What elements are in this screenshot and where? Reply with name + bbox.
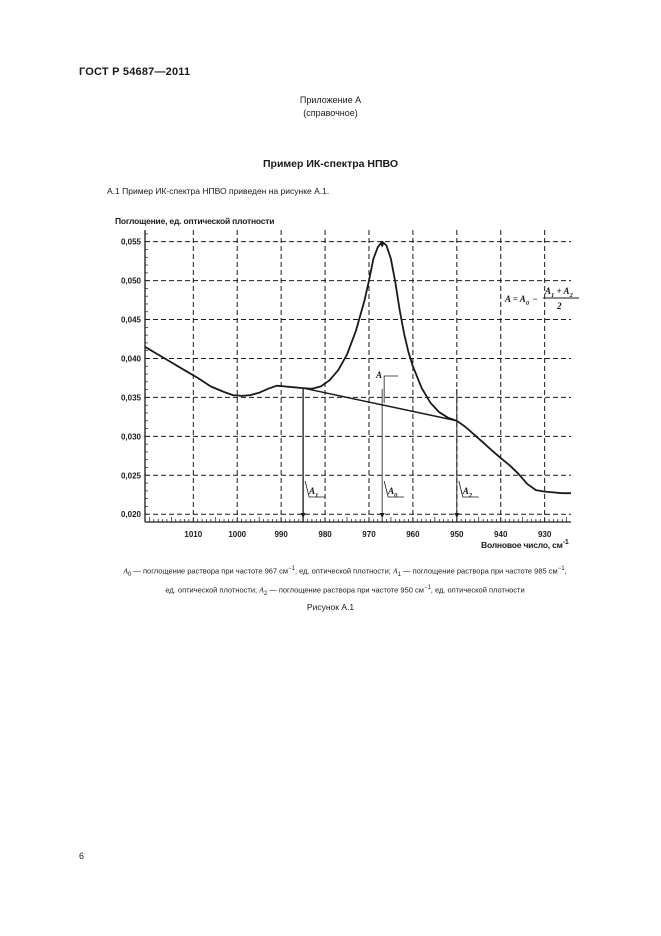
x-axis-label: Волновое число, см-1 xyxy=(481,539,569,550)
x-tick-label: 1000 xyxy=(228,530,246,539)
formula-lhs: A = A0− xyxy=(504,294,538,307)
y-tick-label: 0,025 xyxy=(121,471,142,480)
legend-a2-text: — поглощение раствора при частоте 950 см xyxy=(267,585,424,595)
x-tick-label: 950 xyxy=(450,530,464,539)
legend-a0-symbol: A xyxy=(123,566,128,576)
peak-arrow xyxy=(379,242,385,248)
body-paragraph: А.1 Пример ИК-спектра НПВО приведен на р… xyxy=(107,186,330,196)
legend-a2-sup: −1 xyxy=(423,585,431,591)
legend-a0-text: — поглощение раствора при частоте 967 см xyxy=(131,566,289,576)
chart-grid xyxy=(145,230,571,522)
y-tick-label: 0,035 xyxy=(121,393,142,402)
legend-a1-tail2: ед. оптической плотности; xyxy=(165,585,260,595)
marker-arrow xyxy=(300,513,306,518)
marker-leader xyxy=(383,480,405,498)
formula-num-sub1: 1 xyxy=(551,292,554,299)
y-tick-label: 0,030 xyxy=(121,432,142,441)
marker-label: A1 xyxy=(308,486,318,499)
y-tick-label: 0,055 xyxy=(121,238,142,247)
marker-label-sub: 0 xyxy=(394,492,398,499)
marker-leader xyxy=(458,480,479,498)
y-axis-label: Поглощение, ед. оптической плотности xyxy=(115,216,275,226)
annex-status: (справочное) xyxy=(303,108,358,118)
marker-label: A0 xyxy=(387,486,398,499)
chart-markers: A1 A0 A2 xyxy=(300,242,479,522)
x-axis-label-text: Волновое число, см xyxy=(481,539,563,550)
annotation-a-label: A xyxy=(375,370,382,380)
legend-a1-tail: , xyxy=(564,566,567,576)
legend-a1-symbol: A xyxy=(392,566,398,576)
x-tick-label: 970 xyxy=(362,530,376,539)
formula-denominator: 2 xyxy=(556,301,562,311)
formula-num-sub2: 2 xyxy=(569,292,574,299)
annotation-a-leader xyxy=(383,375,399,403)
annotation-a: A xyxy=(375,370,382,380)
y-tick-label: 0,045 xyxy=(121,316,142,325)
y-tick-label: 0,040 xyxy=(121,354,142,363)
formula-num-plus: + A xyxy=(554,286,569,296)
marker-arrow xyxy=(379,513,385,518)
legend-a1-sup: −1 xyxy=(557,566,565,572)
baseline-line xyxy=(302,387,457,422)
x-tick-labels: 1010 1000 990 980 970 960 950 940 930 xyxy=(184,530,551,539)
figure-legend: A0 — поглощение раствора при частоте 967… xyxy=(75,563,615,601)
marker-leader xyxy=(304,480,326,498)
formula-lhs-text: A = A xyxy=(504,294,526,304)
x-tick-label: 940 xyxy=(494,530,508,539)
formula: A = A0− A1 + A2 2 xyxy=(504,286,579,311)
x-tick-label: 990 xyxy=(274,530,288,539)
annex-title: Приложение А xyxy=(299,95,362,105)
figure-caption: Рисунок А.1 xyxy=(306,602,355,612)
marker-label-sub: 1 xyxy=(315,492,318,499)
legend-a2-sub: 2 xyxy=(263,591,268,597)
document-header: ГОСТ Р 54687—2011 xyxy=(79,66,191,78)
x-tick-label: 930 xyxy=(538,530,552,539)
marker-label: A2 xyxy=(462,486,473,499)
marker-arrow xyxy=(454,513,460,518)
y-tick-label: 0,020 xyxy=(121,510,142,519)
formula-num-a: A xyxy=(544,286,551,296)
formula-numerator: A1 + A2 xyxy=(544,286,574,299)
formula-minus: − xyxy=(532,294,537,304)
legend-a0-sup: −1 xyxy=(288,566,295,572)
chart-frame xyxy=(144,230,571,523)
x-tick-label: 960 xyxy=(406,530,420,539)
page-number: 6 xyxy=(79,851,85,861)
spectrum-line xyxy=(144,240,571,495)
chart-series xyxy=(144,240,571,495)
x-tick-label: 1010 xyxy=(184,530,202,539)
marker-label-sub: 2 xyxy=(468,492,473,499)
legend-a1-sub: 1 xyxy=(397,572,401,578)
x-tick-label: 980 xyxy=(318,530,332,539)
legend-a0-tail: , ед. оптической плотности; xyxy=(294,566,393,576)
legend-a1-text: — поглощение раствора при частоте 985 см xyxy=(400,566,558,576)
legend-a2-symbol: A xyxy=(259,585,264,595)
y-tick-label: 0,050 xyxy=(121,277,142,286)
y-tick-labels: 0,055 0,050 0,045 0,040 0,035 0,030 0,025 0,020 xyxy=(121,238,142,520)
legend-a0-sub: 0 xyxy=(127,572,132,578)
section-title: Пример ИК-спектра НПВО xyxy=(262,158,398,170)
x-axis-label-sup: -1 xyxy=(562,539,569,546)
legend-a2-tail: , ед. оптической плотности xyxy=(430,585,525,595)
formula-lhs-sub: 0 xyxy=(526,300,530,307)
